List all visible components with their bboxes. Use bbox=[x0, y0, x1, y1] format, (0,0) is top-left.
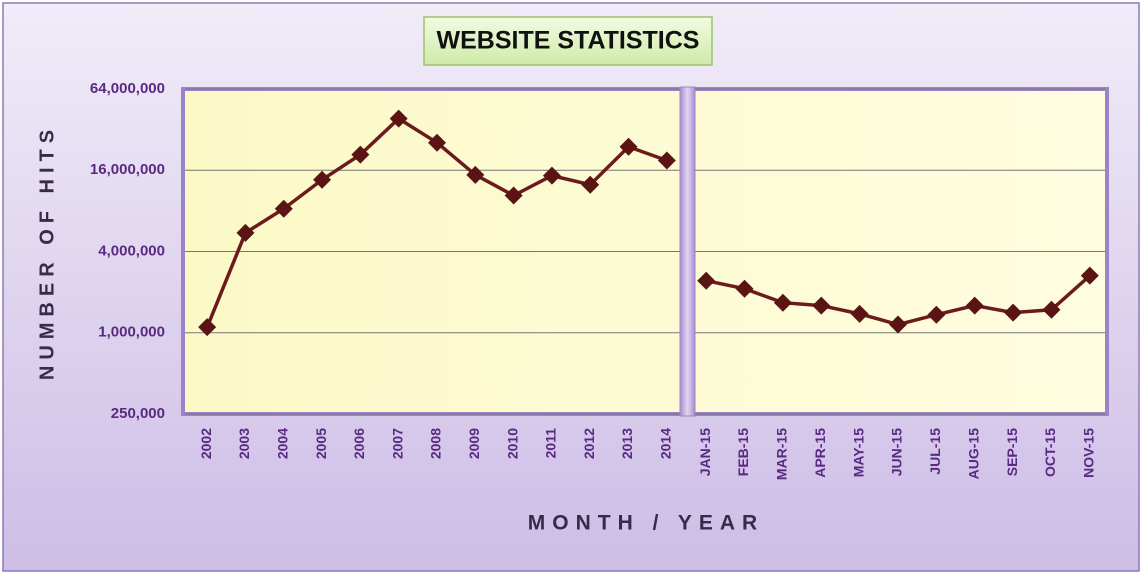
x-tick-label: AUG-15 bbox=[965, 428, 981, 480]
marker bbox=[1080, 266, 1099, 285]
x-tick-label: 2013 bbox=[619, 428, 635, 459]
y-tick-label: 64,000,000 bbox=[90, 80, 165, 97]
x-tick-label: 2007 bbox=[389, 428, 405, 459]
x-tick-label: OCT-15 bbox=[1042, 428, 1058, 477]
y-axis-label: NUMBER OF HITS bbox=[36, 124, 58, 380]
x-tick-label: JUN-15 bbox=[889, 428, 905, 476]
marker bbox=[389, 109, 408, 128]
x-tick-label: 2008 bbox=[428, 428, 444, 459]
y-tick-label: 4,000,000 bbox=[98, 242, 165, 259]
marker bbox=[812, 296, 831, 315]
marker bbox=[428, 133, 446, 152]
marker bbox=[351, 145, 370, 164]
y-tick-label: 250,000 bbox=[111, 405, 165, 422]
x-tick-label: 2009 bbox=[466, 428, 482, 459]
marker bbox=[927, 305, 946, 324]
x-tick-label: 2011 bbox=[543, 428, 559, 459]
x-tick-label: 2004 bbox=[274, 428, 290, 459]
x-tick-label: 2012 bbox=[581, 428, 597, 459]
marker bbox=[581, 175, 600, 194]
x-tick-label: NOV-15 bbox=[1081, 428, 1097, 478]
x-tick-label: JUL-15 bbox=[927, 428, 943, 475]
chart-title: WEBSITE STATISTICS bbox=[437, 27, 700, 55]
marker bbox=[965, 296, 984, 315]
divider bbox=[679, 86, 696, 417]
marker bbox=[313, 170, 332, 189]
y-tick-label: 16,000,000 bbox=[90, 161, 165, 178]
marker bbox=[198, 318, 217, 337]
marker bbox=[697, 271, 716, 290]
y-tick-label: 1,000,000 bbox=[98, 324, 165, 341]
x-tick-label: 2006 bbox=[351, 428, 367, 459]
marker bbox=[657, 151, 676, 170]
x-tick-label: 2010 bbox=[504, 428, 520, 459]
marker bbox=[1042, 300, 1061, 319]
marker bbox=[1004, 303, 1023, 322]
x-tick-label: 2014 bbox=[658, 428, 674, 459]
x-tick-label: SEP-15 bbox=[1004, 428, 1020, 476]
marker bbox=[850, 304, 869, 323]
x-tick-label: JAN-15 bbox=[697, 428, 713, 476]
marker bbox=[542, 166, 561, 185]
x-tick-label: APR-15 bbox=[812, 428, 828, 478]
marker bbox=[236, 223, 255, 242]
marker bbox=[773, 293, 792, 312]
x-axis-label: MONTH / YEAR bbox=[528, 512, 764, 535]
x-tick-label: MAR-15 bbox=[774, 428, 790, 480]
marks bbox=[198, 109, 1099, 337]
marker bbox=[889, 315, 907, 334]
x-tick-label: MAY-15 bbox=[850, 428, 866, 478]
marker bbox=[619, 137, 638, 156]
marker bbox=[466, 165, 485, 184]
marker bbox=[735, 279, 754, 298]
x-tick-label: 2002 bbox=[198, 428, 214, 459]
title-box bbox=[423, 16, 713, 66]
marker bbox=[274, 199, 293, 218]
x-tick-label: FEB-15 bbox=[735, 428, 751, 476]
x-tick-label: 2005 bbox=[313, 428, 329, 459]
x-tick-label: 2003 bbox=[236, 428, 252, 459]
marker bbox=[504, 186, 523, 205]
